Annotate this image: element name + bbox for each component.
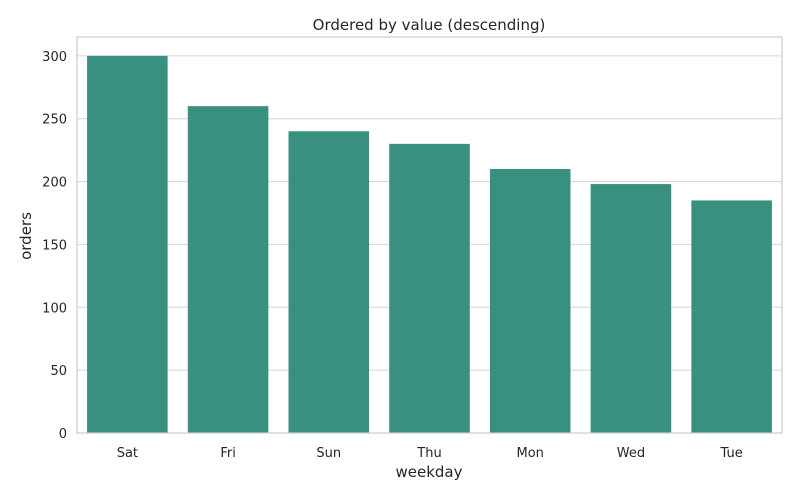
bar-tue (691, 200, 772, 433)
chart-title: Ordered by value (descending) (313, 16, 546, 34)
y-tick-label: 150 (42, 238, 67, 253)
y-tick-label: 300 (42, 50, 67, 65)
y-tick-label: 50 (50, 364, 67, 379)
x-tick-label: Thu (416, 446, 441, 461)
y-tick-label: 250 (42, 113, 67, 128)
bar-wed (590, 184, 672, 433)
bar-fri (187, 106, 269, 434)
x-tick-label: Sat (117, 446, 138, 461)
bar-mon (489, 169, 571, 433)
bar-thu (389, 143, 470, 433)
bar-sun (288, 131, 370, 434)
plot-frame (76, 36, 783, 434)
y-tick-labels: 0 50 100 150 200 250 300 (42, 50, 67, 442)
bars (87, 55, 772, 434)
x-tick-label: Mon (517, 446, 544, 461)
x-tick-labels: Sat Fri Sun Thu Mon Wed Tue (117, 446, 743, 461)
x-tick-label: Fri (220, 446, 236, 461)
x-axis-label: weekday (395, 463, 462, 481)
x-tick-label: Wed (617, 446, 645, 461)
x-tick-label: Tue (720, 446, 743, 461)
y-tick-label: 100 (42, 301, 67, 316)
y-axis-label: orders (17, 212, 35, 260)
y-tick-label: 200 (42, 176, 67, 191)
x-tick-label: Sun (316, 446, 341, 461)
y-tick-label: 0 (59, 427, 67, 442)
bar-sat (87, 55, 168, 433)
